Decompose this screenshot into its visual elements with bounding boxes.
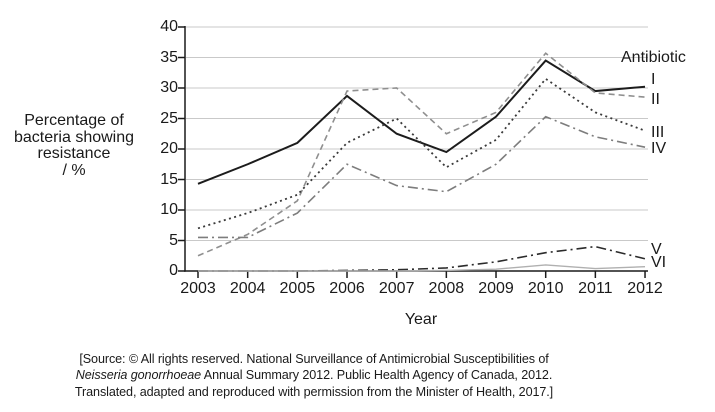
- legend-label-IV: IV: [651, 140, 667, 158]
- y-axis-title: Percentage of bacteria showing resistanc…: [2, 112, 146, 179]
- legend-label-VI: VI: [651, 253, 667, 271]
- y-axis-title-line: / %: [62, 161, 86, 179]
- y-axis-title-line: bacteria showing: [13, 128, 135, 146]
- legend-label-I: I: [651, 70, 656, 88]
- x-tick-label: 2006: [329, 280, 365, 297]
- legend-label-V: V: [651, 240, 662, 258]
- series-line-IV: [198, 115, 646, 239]
- y-tick-label: 25: [160, 109, 178, 127]
- source-line-1: [Source: © All rights reserved. National…: [79, 352, 549, 366]
- source-line-3: Translated, adapted and reproduced with …: [74, 384, 554, 399]
- y-tick-label: 20: [160, 140, 178, 157]
- source-species-italic: Neisseria gonorrhoeae: [75, 368, 202, 383]
- legend-title: Antibiotic: [621, 49, 686, 66]
- y-tick-label: 30: [160, 79, 178, 96]
- series-line-II: [197, 52, 646, 257]
- x-tick-label: 2008: [428, 280, 465, 297]
- x-tick-label: 2010: [527, 280, 564, 297]
- y-axis-title-line: Percentage of: [24, 112, 124, 129]
- x-axis-title: Year: [404, 311, 438, 328]
- x-tick-label: 2003: [180, 280, 216, 297]
- y-tick-label: 15: [160, 170, 178, 188]
- y-axis-title-line: resistance: [37, 145, 111, 162]
- series-line-III: [197, 77, 646, 230]
- y-tick-label: 5: [169, 231, 178, 249]
- series-line-I: [197, 59, 646, 185]
- source-line-2-rest: Annual Summary 2012. Public Health Agenc…: [201, 368, 553, 383]
- y-tick-label: 0: [169, 262, 178, 279]
- y-tick-label: 10: [160, 201, 178, 218]
- x-tick-label: 2012: [627, 280, 663, 297]
- legend-label-II: II: [651, 91, 660, 109]
- x-tick-label: 2009: [478, 280, 514, 297]
- source-citation: [Source: © All rights reserved. National…: [0, 351, 628, 400]
- source-line-2: Neisseria gonorrhoeae Annual Summary 201…: [0, 367, 628, 383]
- legend-label-III: III: [651, 123, 665, 141]
- x-tick-label: 2011: [578, 280, 613, 297]
- series-line-VI: [198, 264, 646, 272]
- x-tick-label: 2007: [378, 280, 415, 297]
- y-tick-label: 35: [160, 48, 178, 66]
- x-tick-label: 2004: [229, 280, 266, 297]
- x-tick-label: 2005: [279, 280, 316, 297]
- y-tick-label: 40: [160, 18, 178, 35]
